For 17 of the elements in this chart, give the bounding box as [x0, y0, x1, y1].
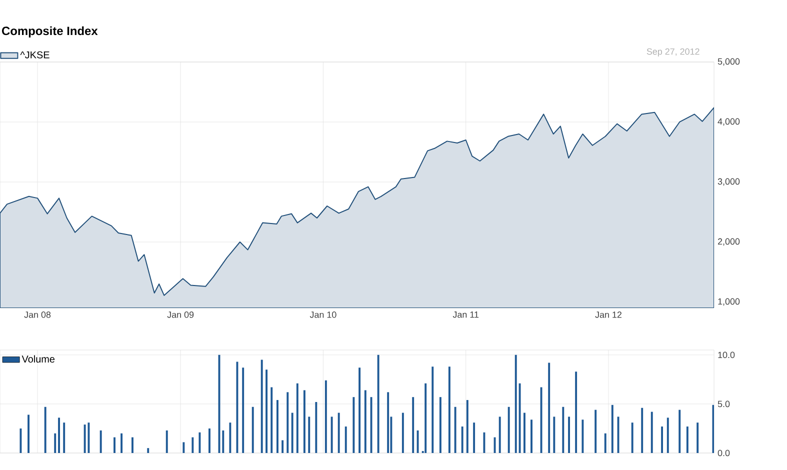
y-tick-label: 10.0 — [718, 352, 735, 358]
x-tick-label: Jan 11 — [452, 312, 479, 318]
y-tick-label: 4,000 — [718, 118, 740, 126]
y-tick-label: 2,000 — [718, 238, 740, 246]
y-tick-label: 5.0 — [718, 400, 730, 408]
y-tick-label: 0.0 — [718, 450, 730, 456]
x-tick-label: Jan 12 — [595, 312, 622, 318]
y-tick-label: 1,000 — [718, 298, 740, 306]
y-tick-label: 3,000 — [718, 178, 740, 186]
y-tick-label: 5,000 — [718, 58, 740, 66]
x-tick-label: Jan 08 — [24, 312, 51, 318]
x-tick-label: Jan 10 — [310, 312, 336, 318]
legend-label: Volume — [22, 355, 55, 363]
legend-label: ^JKSE — [20, 51, 50, 58]
x-tick-label: Jan 09 — [167, 312, 194, 318]
chart-title: Composite Index — [2, 26, 98, 38]
text: Sep 27, 2012 — [646, 48, 700, 56]
